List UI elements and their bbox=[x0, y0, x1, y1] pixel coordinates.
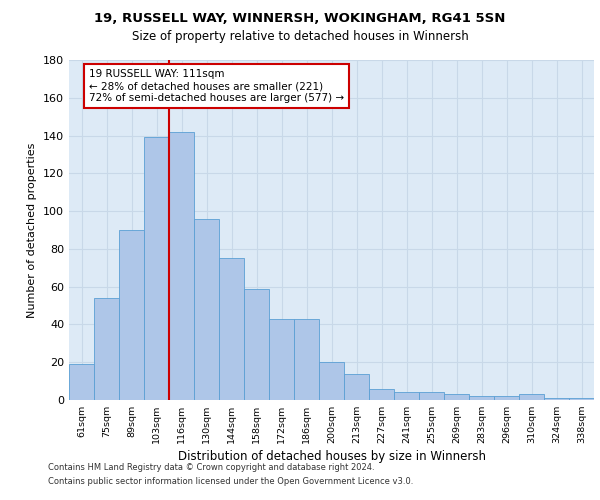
Bar bbox=[519, 394, 544, 400]
Bar bbox=[294, 319, 319, 400]
Text: Contains public sector information licensed under the Open Government Licence v3: Contains public sector information licen… bbox=[48, 477, 413, 486]
Bar bbox=[269, 319, 294, 400]
Text: Contains HM Land Registry data © Crown copyright and database right 2024.: Contains HM Land Registry data © Crown c… bbox=[48, 464, 374, 472]
Bar bbox=[219, 258, 244, 400]
X-axis label: Distribution of detached houses by size in Winnersh: Distribution of detached houses by size … bbox=[178, 450, 485, 464]
Y-axis label: Number of detached properties: Number of detached properties bbox=[28, 142, 37, 318]
Bar bbox=[169, 132, 194, 400]
Bar bbox=[244, 288, 269, 400]
Bar bbox=[344, 374, 369, 400]
Bar bbox=[569, 398, 594, 400]
Text: Size of property relative to detached houses in Winnersh: Size of property relative to detached ho… bbox=[131, 30, 469, 43]
Bar bbox=[319, 362, 344, 400]
Bar bbox=[94, 298, 119, 400]
Bar bbox=[369, 388, 394, 400]
Bar bbox=[469, 396, 494, 400]
Bar bbox=[419, 392, 444, 400]
Bar bbox=[144, 138, 169, 400]
Bar bbox=[194, 218, 219, 400]
Bar bbox=[494, 396, 519, 400]
Bar bbox=[544, 398, 569, 400]
Bar bbox=[119, 230, 144, 400]
Text: 19 RUSSELL WAY: 111sqm
← 28% of detached houses are smaller (221)
72% of semi-de: 19 RUSSELL WAY: 111sqm ← 28% of detached… bbox=[89, 70, 344, 102]
Bar bbox=[444, 394, 469, 400]
Text: 19, RUSSELL WAY, WINNERSH, WOKINGHAM, RG41 5SN: 19, RUSSELL WAY, WINNERSH, WOKINGHAM, RG… bbox=[94, 12, 506, 26]
Bar bbox=[394, 392, 419, 400]
Bar bbox=[69, 364, 94, 400]
